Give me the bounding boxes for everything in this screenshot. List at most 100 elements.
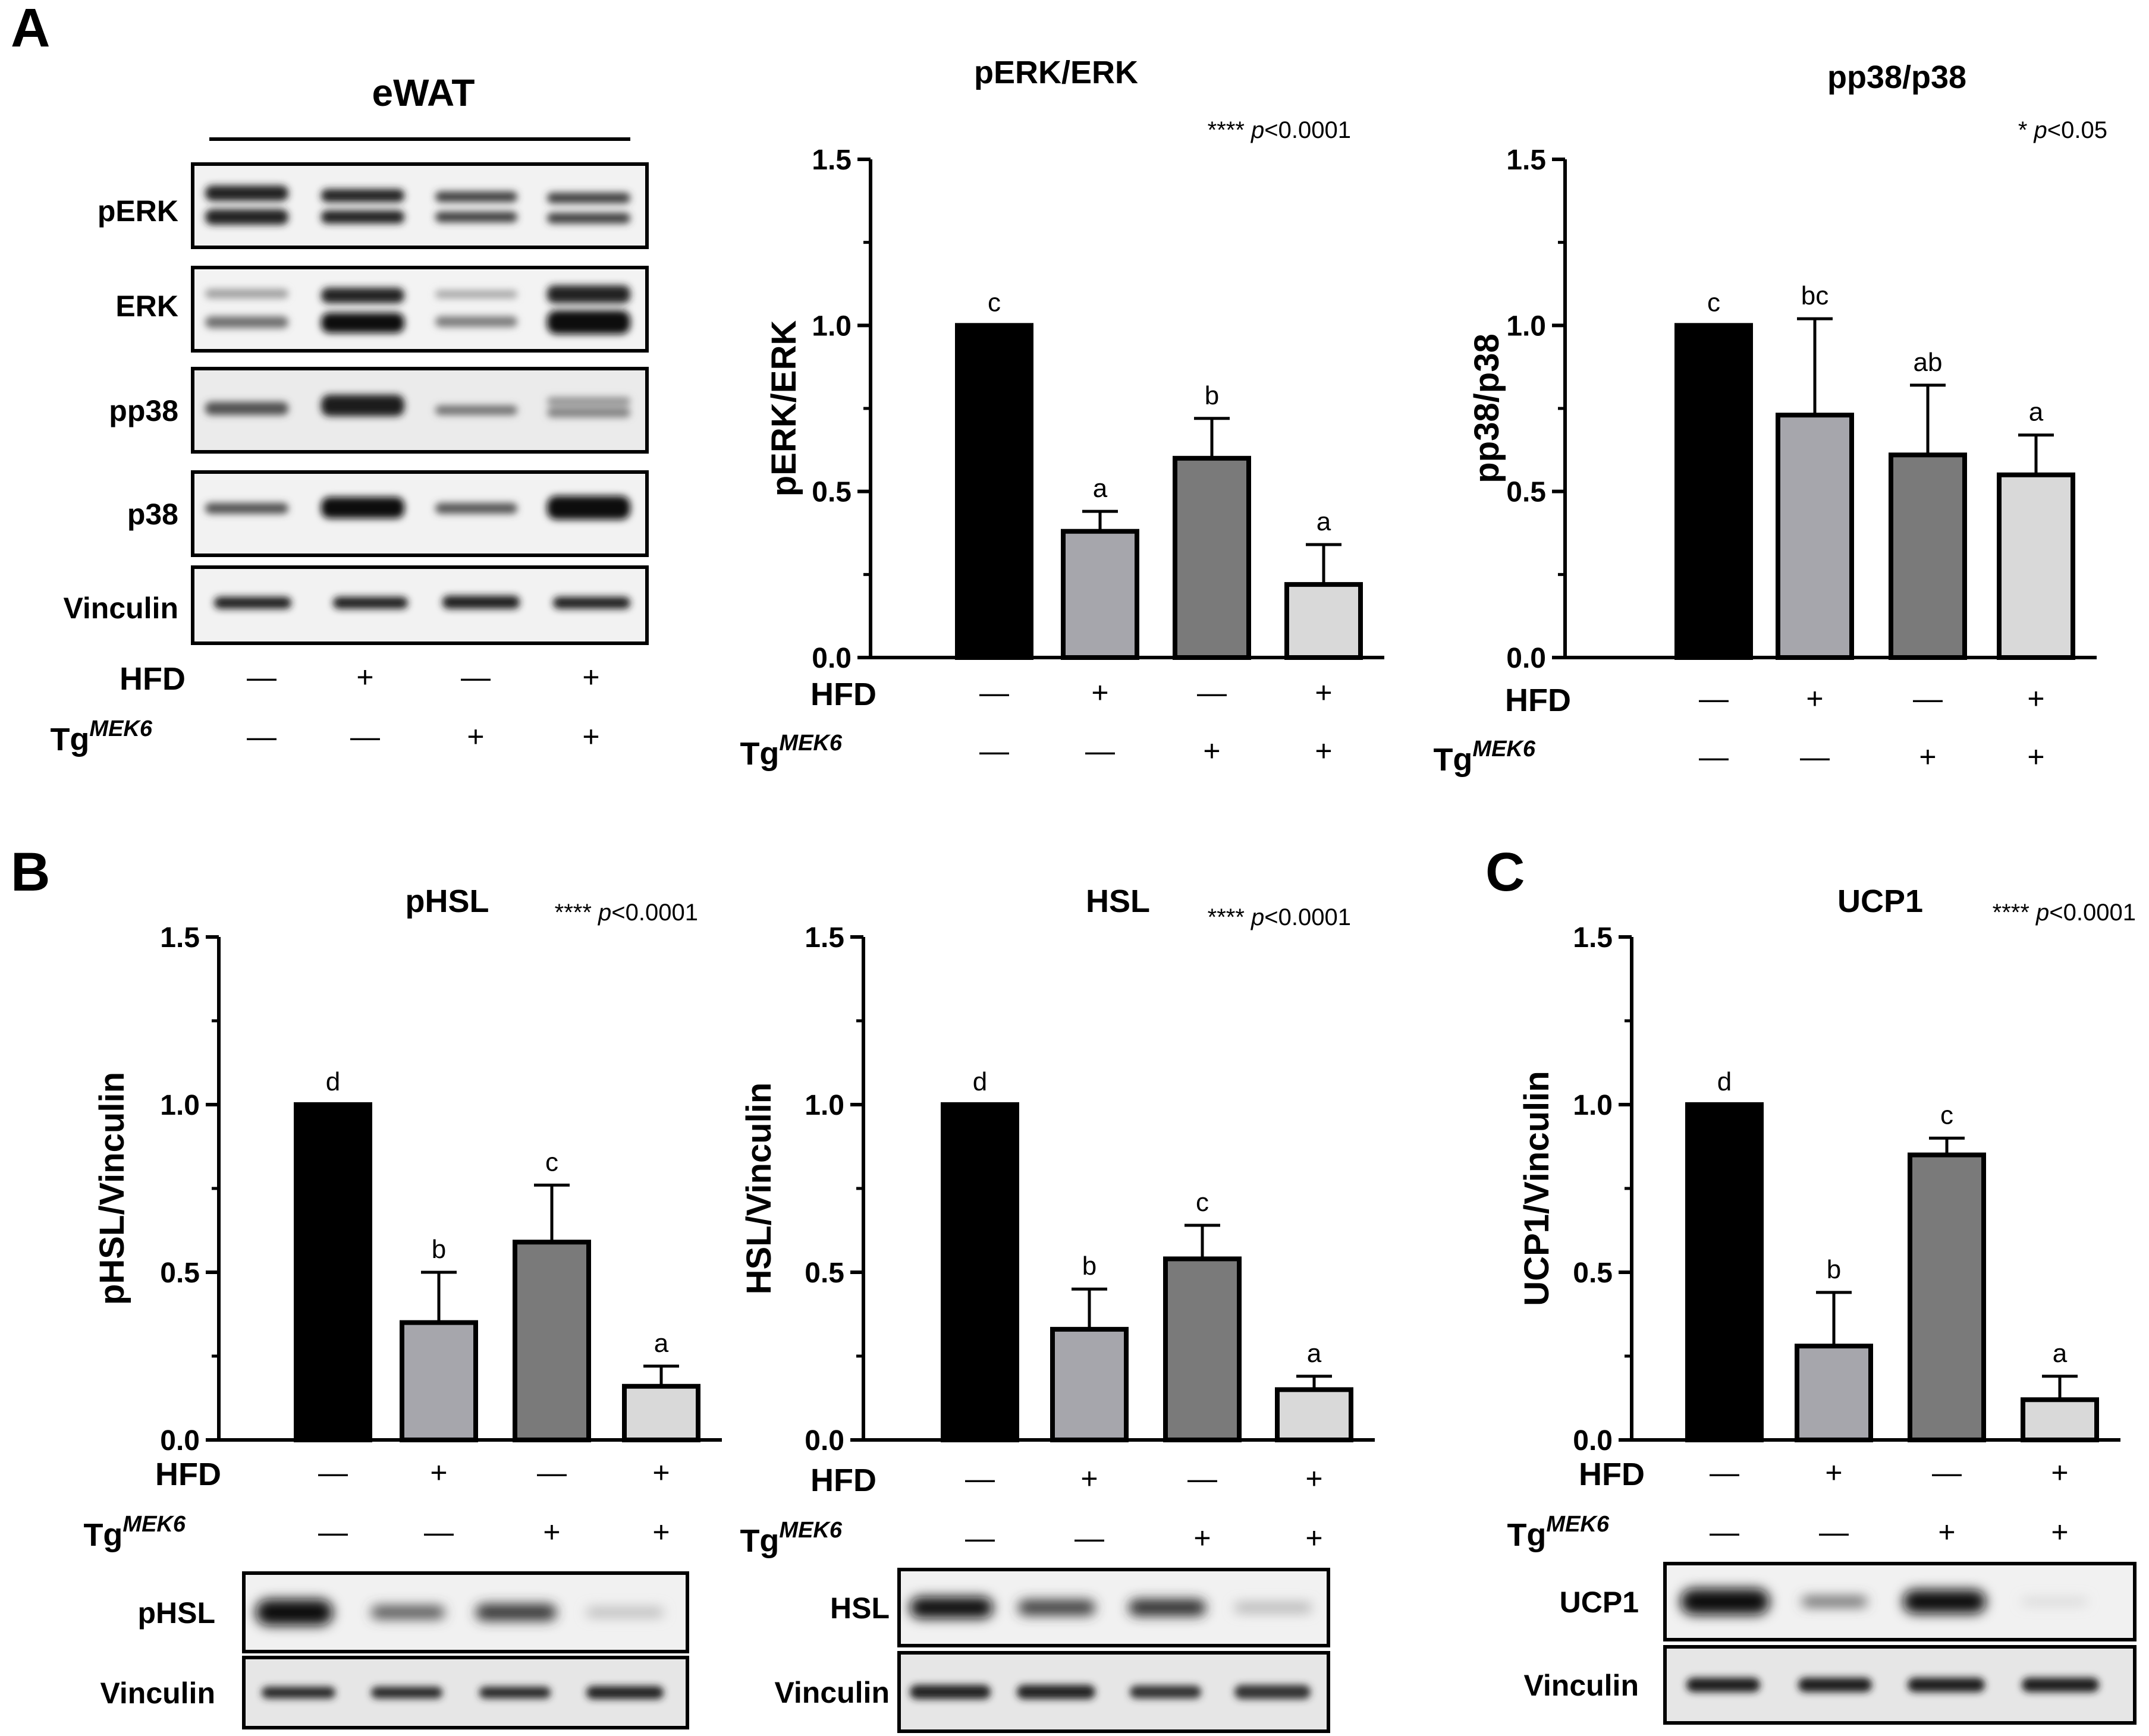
- bar: [1284, 582, 1363, 660]
- tg-sign: +: [2027, 740, 2044, 773]
- tg-sign: —: [247, 720, 277, 753]
- tg-sign: —: [1074, 1521, 1104, 1555]
- bar: [1163, 1256, 1242, 1442]
- blot-band: [1908, 1678, 1985, 1692]
- hfd-label: HFD: [810, 677, 876, 712]
- bar: [1997, 472, 2075, 660]
- blot-band: [256, 1599, 333, 1625]
- blot-box-erk: [191, 266, 649, 353]
- blot-bands-vinculin: [262, 1686, 664, 1699]
- significance-letter: b: [1082, 1251, 1097, 1281]
- bar: [1173, 455, 1251, 660]
- hfd-sign: +: [1806, 682, 1823, 715]
- blot-band: [910, 1597, 993, 1618]
- tg-label: TgMEK6: [1507, 1512, 1609, 1553]
- chart-perk-erk: pERK/ERK **** p<0.0001 0.0 0.5 1.0 1.5 pERK/ER…: [740, 55, 1384, 772]
- hfd-sign: —: [1197, 676, 1227, 709]
- significance-letter: d: [1717, 1067, 1732, 1096]
- y-tick-label: 1.0: [805, 1090, 844, 1121]
- bar: [1061, 529, 1139, 660]
- y-axis-label: pp38/p38: [1468, 334, 1506, 483]
- chart-title: pHSL: [406, 883, 489, 919]
- y-tick-label: 1.0: [1506, 310, 1546, 342]
- hfd-label: HFD: [155, 1457, 221, 1492]
- band-label-p38: p38: [127, 498, 178, 531]
- hfd-sign: +: [1080, 1462, 1098, 1495]
- tg-sign: +: [652, 1515, 670, 1549]
- tg-sign: +: [1305, 1521, 1322, 1555]
- blot-band: [586, 1686, 664, 1699]
- band-label-pp38: pp38: [109, 394, 178, 427]
- y-tick-label: 0.5: [160, 1257, 200, 1289]
- blot-band: [2022, 1599, 2087, 1605]
- bar: [1908, 1152, 1986, 1442]
- significance-letter: a: [2053, 1339, 2068, 1368]
- bar: [294, 1102, 372, 1442]
- hfd-sign: —: [1710, 1456, 1739, 1489]
- panel-letter-a: A: [11, 0, 50, 58]
- y-tick-label: 0.5: [812, 477, 852, 508]
- panel-letter-b: B: [11, 842, 50, 902]
- hfd-sign: +: [1091, 676, 1108, 709]
- significance-letter: d: [973, 1067, 987, 1096]
- stat-annotation: **** p<0.0001: [555, 900, 698, 926]
- blot-a-condition-signs: — + — + — — + +: [247, 661, 600, 753]
- band-label-perk: pERK: [98, 194, 178, 228]
- blot-label-vinculin: Vinculin: [100, 1677, 215, 1710]
- hfd-sign: —: [318, 1456, 348, 1489]
- tg-sign: —: [1085, 734, 1115, 768]
- hfd-sign: +: [1315, 676, 1332, 709]
- blot-band: [1802, 1597, 1867, 1606]
- blot-band: [910, 1685, 991, 1699]
- hfd-sign: +: [430, 1456, 447, 1489]
- hfd-sign: +: [2027, 682, 2044, 715]
- blot-band: [586, 1608, 664, 1617]
- blot-band: [1129, 1599, 1206, 1616]
- blot-label-target: UCP1: [1560, 1586, 1639, 1619]
- y-tick-label: 0.5: [1573, 1257, 1613, 1289]
- blot-band: [1903, 1590, 1986, 1614]
- bar: [1776, 413, 1854, 660]
- hfd-sign: —: [1187, 1462, 1217, 1495]
- y-tick-label: 0.0: [812, 643, 852, 674]
- y-tick-label: 0.5: [805, 1257, 844, 1289]
- y-tick-label: 1.5: [160, 922, 200, 954]
- y-tick-label: 1.5: [805, 922, 844, 954]
- blot-band: [2022, 1678, 2099, 1692]
- y-axis-label: UCP1/Vinculin: [1518, 1071, 1556, 1306]
- tg-label: TgMEK6: [1433, 737, 1535, 778]
- significance-letter: a: [1093, 474, 1108, 503]
- blot-band: [479, 1687, 551, 1699]
- hfd-sign: +: [1825, 1456, 1842, 1489]
- blot-band: [1130, 1685, 1201, 1699]
- significance-letter: a: [1317, 507, 1331, 536]
- significance-letter: d: [326, 1067, 340, 1096]
- significance-letter: a: [2029, 398, 2044, 427]
- blot-a-title: eWAT: [372, 71, 475, 114]
- blot-band: [1018, 1600, 1095, 1615]
- blot-box-p38: [191, 470, 649, 557]
- y-tick-label: 0.0: [1573, 1425, 1613, 1457]
- hfd-sign: +: [582, 661, 599, 694]
- blot-bands-target: [910, 1597, 1312, 1618]
- bar: [1795, 1344, 1873, 1443]
- bar: [2021, 1397, 2099, 1443]
- hfd-label: HFD: [810, 1463, 876, 1498]
- hfd-sign: —: [247, 661, 277, 694]
- stat-annotation: **** p<0.0001: [1993, 900, 2136, 926]
- chart-hsl: HSL **** p<0.0001 0.0 0.5 1.0 1.5 HSL/Vinculin…: [740, 883, 1375, 1733]
- blot-a-tg-label: TgMEK6: [50, 716, 152, 757]
- blot-box-vinculin-a: [191, 565, 649, 645]
- blot-label-target: HSL: [830, 1592, 890, 1625]
- hfd-sign: +: [356, 661, 373, 694]
- tg-sign: —: [1800, 740, 1830, 773]
- blot-band: [476, 1604, 557, 1621]
- tg-sign: +: [1203, 734, 1220, 768]
- panel-letter-c: C: [1485, 842, 1525, 902]
- tg-label: TgMEK6: [740, 1518, 842, 1559]
- stat-annotation: **** p<0.0001: [1208, 117, 1351, 143]
- chart-title: UCP1: [1837, 883, 1923, 919]
- tg-sign: +: [467, 720, 484, 753]
- blot-a-hfd-label: HFD: [120, 661, 186, 697]
